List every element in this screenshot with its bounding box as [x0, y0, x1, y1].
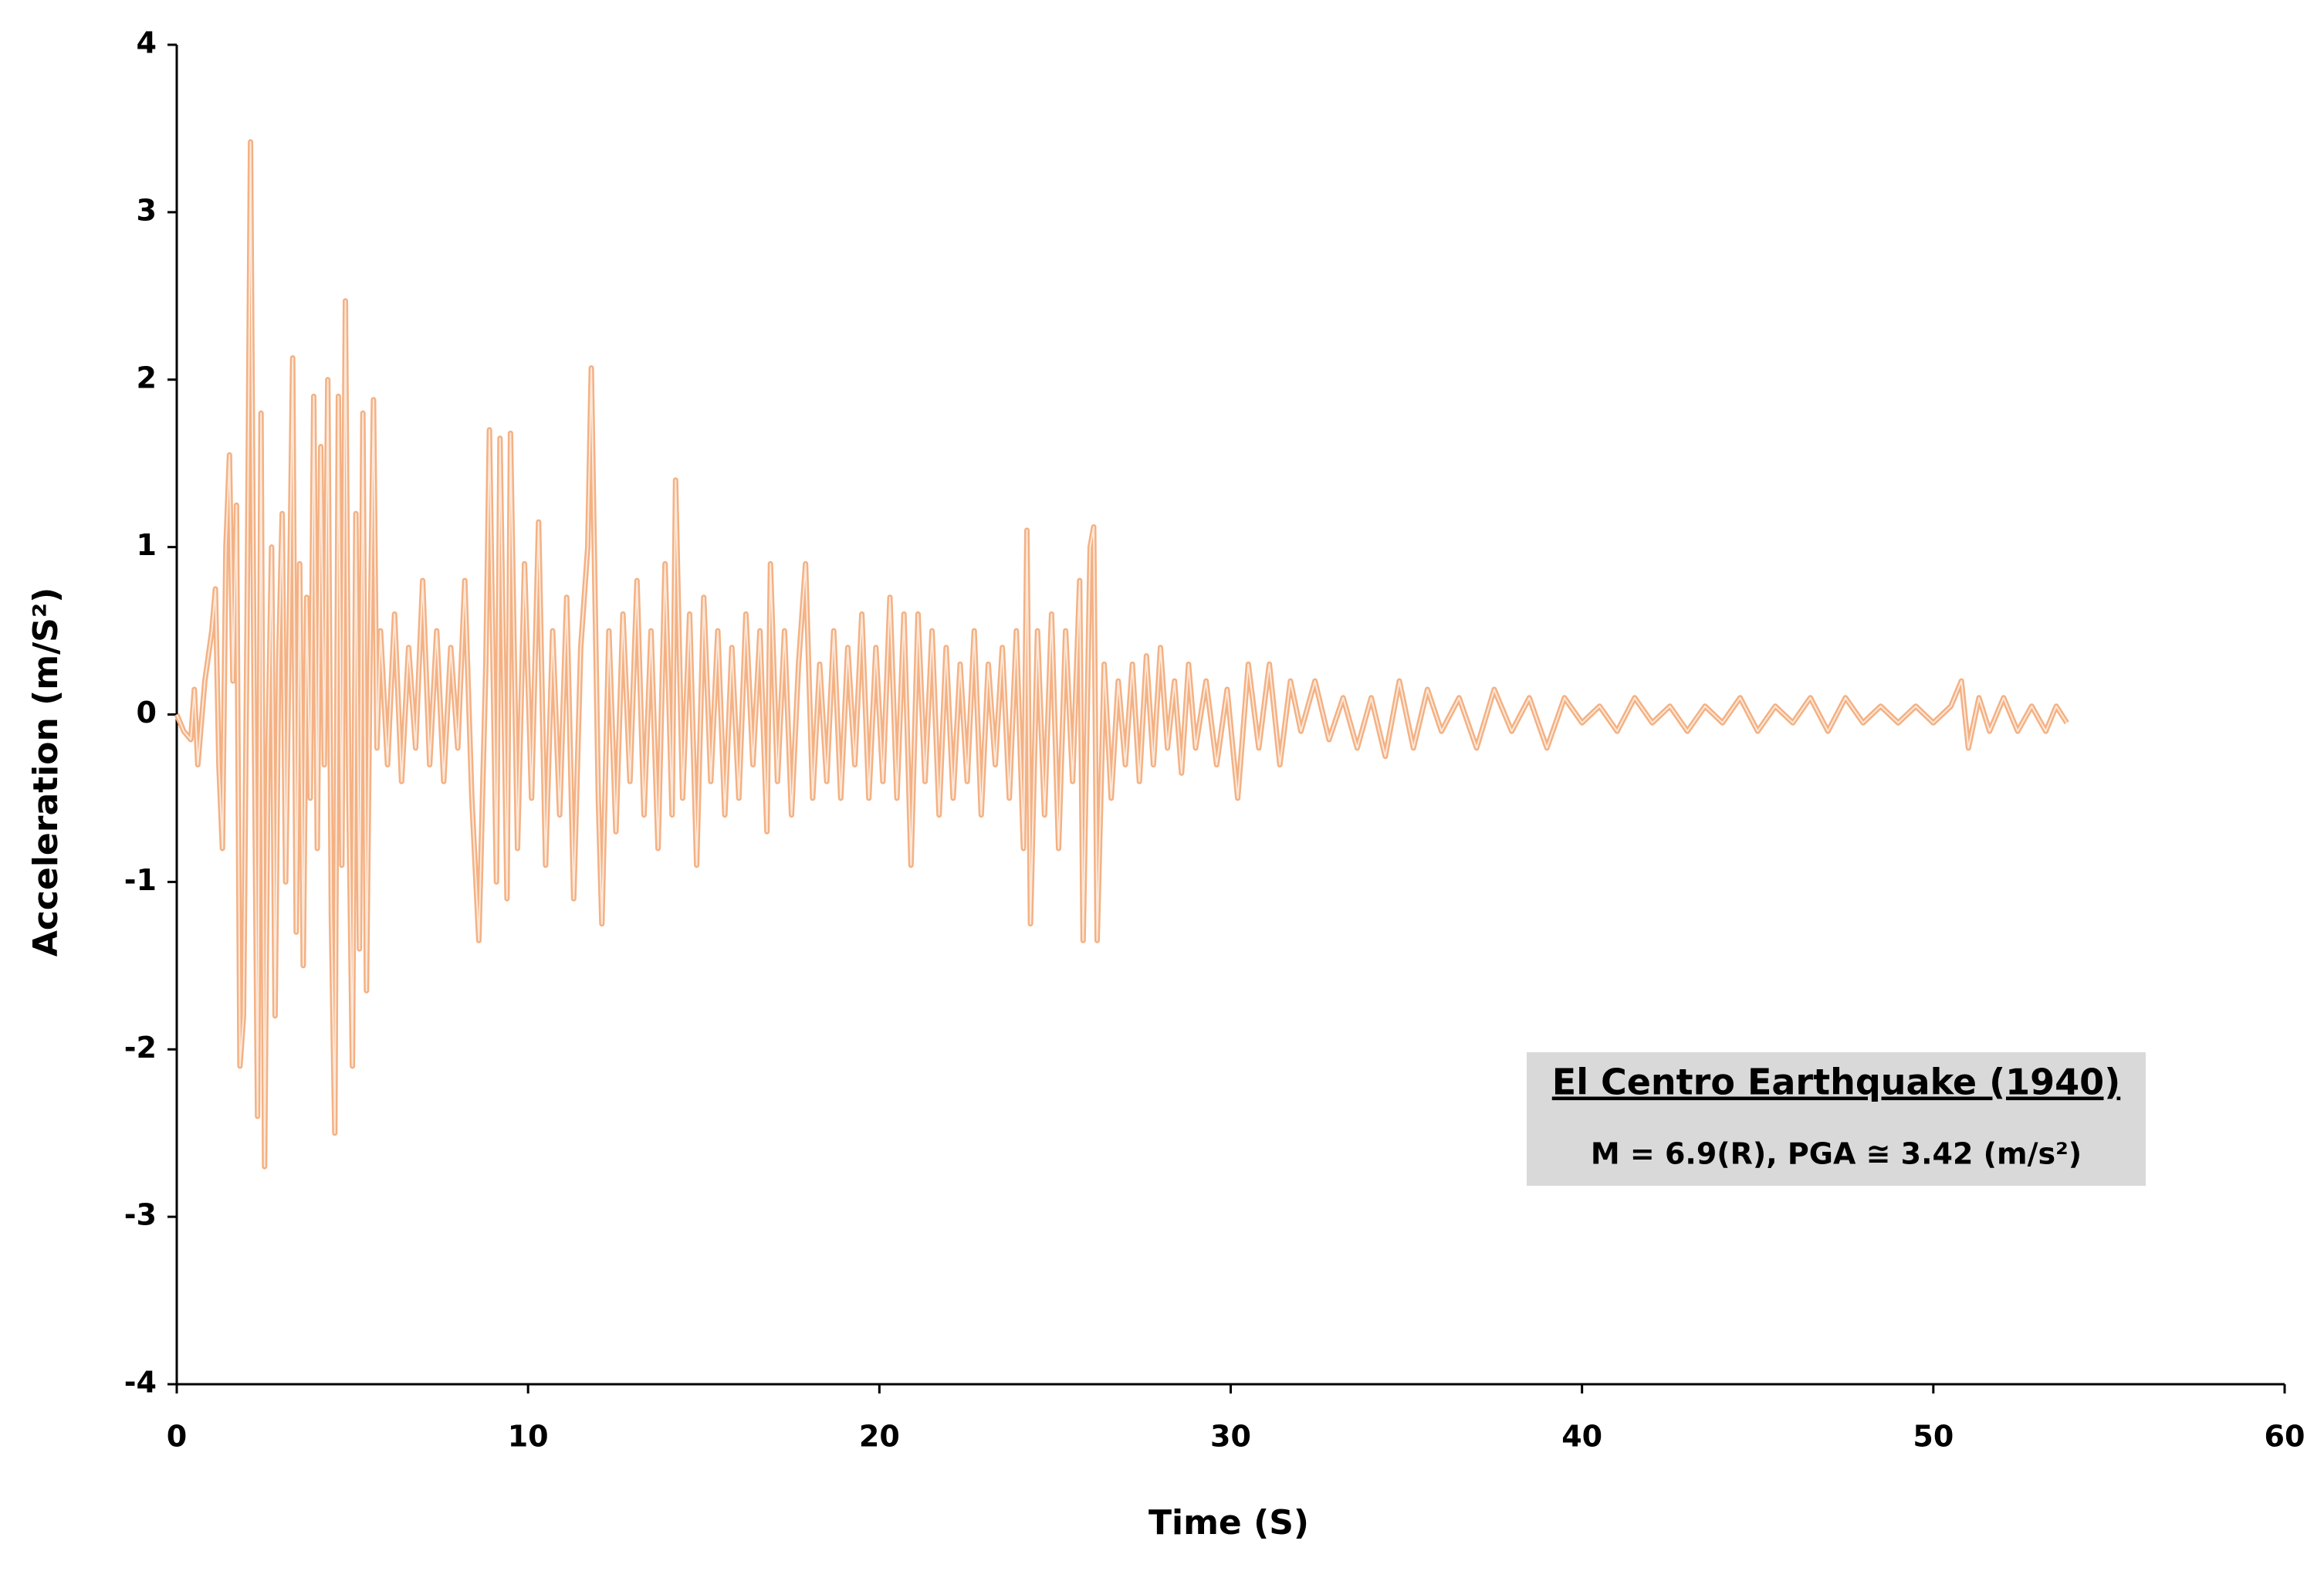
- x-tick-label: 60: [2265, 1420, 2305, 1454]
- y-tick-label: -4: [124, 1366, 157, 1400]
- x-tick-label: 40: [1561, 1420, 1602, 1454]
- x-tick-label: 20: [859, 1420, 900, 1454]
- x-tick-label: 30: [1210, 1420, 1251, 1454]
- x-tick-label: 50: [1913, 1420, 1954, 1454]
- y-axis-title: Acceleration (m/S²): [26, 588, 66, 957]
- line-outer: [174, 139, 2069, 1170]
- y-tick-label: -3: [124, 1198, 157, 1232]
- x-tick-label: 0: [167, 1420, 187, 1454]
- x-axis-title: Time (S): [1148, 1503, 1309, 1542]
- y-tick-label: 1: [137, 528, 157, 562]
- y-tick-label: -2: [124, 1031, 157, 1065]
- y-tick-label: 2: [137, 361, 157, 394]
- y-tick-label: 0: [137, 696, 157, 730]
- y-tick-label: 3: [137, 193, 157, 227]
- y-tick-label: 4: [137, 26, 157, 60]
- y-tick-label: -1: [124, 863, 157, 897]
- annotation-text: M = 6.9(R), PGA ≅ 3.42 (m/s²): [1591, 1137, 2082, 1171]
- annotation-title: El Centro Earthquake (1940): [1552, 1062, 2120, 1103]
- x-tick-label: 10: [508, 1420, 549, 1454]
- annotation-box: [1527, 1052, 2146, 1186]
- line-inner: [176, 141, 2068, 1168]
